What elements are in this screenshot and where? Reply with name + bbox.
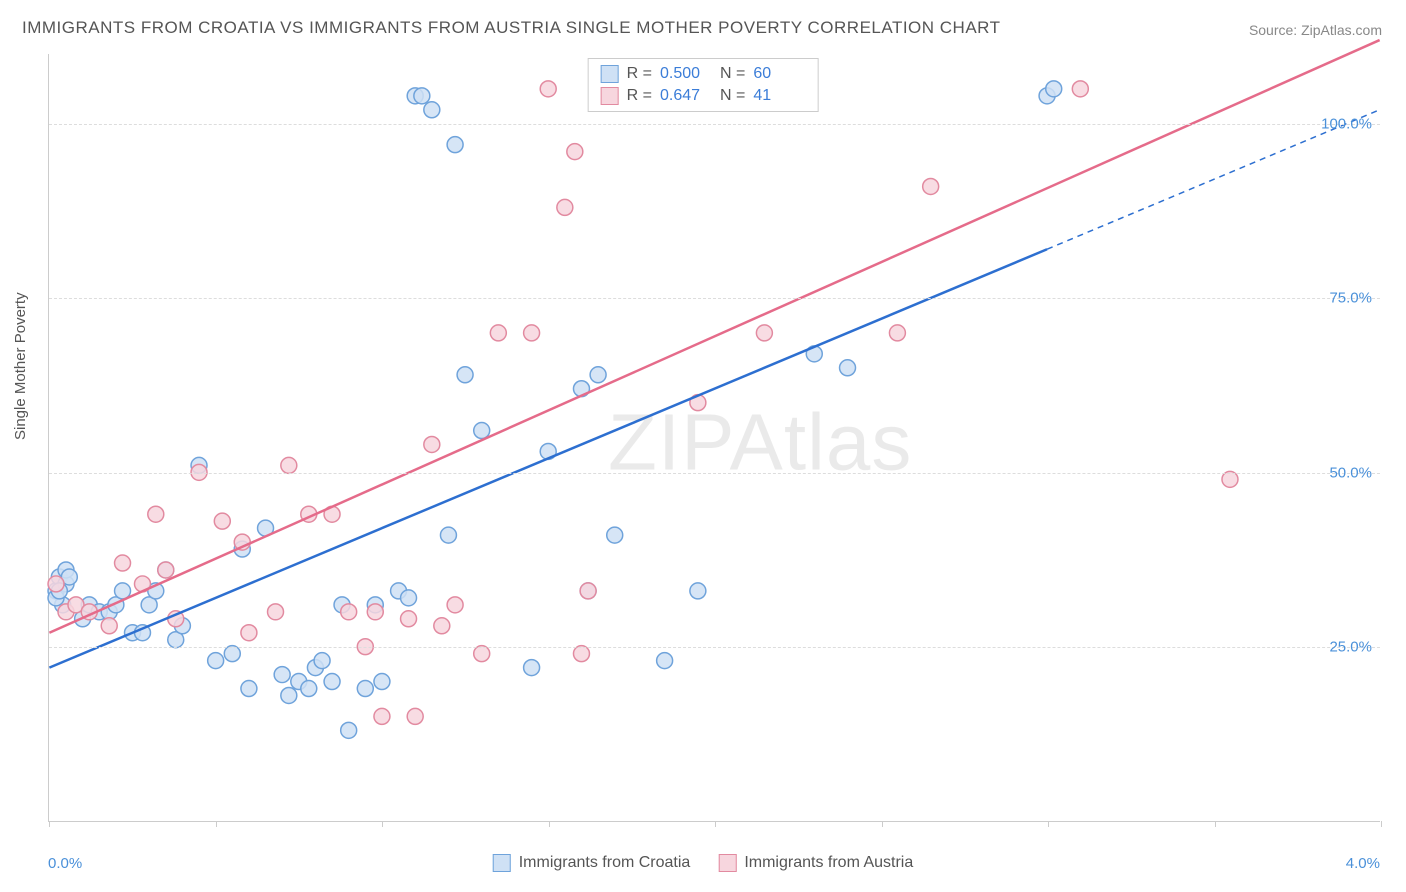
legend-correlation-row: R = 0.647 N = 41 xyxy=(601,85,806,107)
scatter-point xyxy=(401,590,417,606)
scatter-point xyxy=(424,102,440,118)
gridline xyxy=(49,473,1380,474)
x-tick xyxy=(549,821,550,827)
scatter-point xyxy=(281,457,297,473)
x-tick xyxy=(1048,821,1049,827)
scatter-point xyxy=(424,436,440,452)
scatter-point xyxy=(148,506,164,522)
scatter-point xyxy=(208,653,224,669)
scatter-point xyxy=(341,604,357,620)
scatter-point xyxy=(540,81,556,97)
scatter-point xyxy=(447,137,463,153)
scatter-point xyxy=(457,367,473,383)
scatter-point xyxy=(889,325,905,341)
scatter-point xyxy=(490,325,506,341)
scatter-point xyxy=(357,681,373,697)
x-tick xyxy=(216,821,217,827)
scatter-point xyxy=(524,660,540,676)
legend-n-label: N = xyxy=(720,65,745,83)
scatter-point xyxy=(241,625,257,641)
x-tick xyxy=(1381,821,1382,827)
scatter-point xyxy=(401,611,417,627)
scatter-point xyxy=(657,653,673,669)
y-axis-title: Single Mother Poverty xyxy=(12,292,29,440)
y-tick-label: 75.0% xyxy=(1329,290,1372,307)
x-tick xyxy=(715,821,716,827)
x-axis-min-label: 0.0% xyxy=(48,855,82,872)
scatter-point xyxy=(567,144,583,160)
scatter-point xyxy=(923,178,939,194)
legend-series-item: Immigrants from Croatia xyxy=(493,854,691,872)
chart-svg xyxy=(49,54,1380,821)
scatter-point xyxy=(580,583,596,599)
legend-series: Immigrants from Croatia Immigrants from … xyxy=(493,854,914,872)
x-tick xyxy=(49,821,50,827)
scatter-point xyxy=(690,583,706,599)
scatter-point xyxy=(414,88,430,104)
legend-n-value: 41 xyxy=(753,87,805,105)
scatter-point xyxy=(447,597,463,613)
scatter-point xyxy=(590,367,606,383)
legend-swatch xyxy=(718,854,736,872)
scatter-point xyxy=(324,674,340,690)
scatter-point xyxy=(374,674,390,690)
legend-n-label: N = xyxy=(720,87,745,105)
x-axis-max-label: 4.0% xyxy=(1346,855,1380,872)
scatter-point xyxy=(314,653,330,669)
scatter-point xyxy=(1046,81,1062,97)
scatter-point xyxy=(367,604,383,620)
legend-correlation-row: R = 0.500 N = 60 xyxy=(601,63,806,85)
legend-r-label: R = xyxy=(627,65,652,83)
scatter-point xyxy=(1072,81,1088,97)
scatter-point xyxy=(341,722,357,738)
scatter-point xyxy=(434,618,450,634)
legend-swatch xyxy=(601,65,619,83)
legend-r-label: R = xyxy=(627,87,652,105)
legend-correlation: R = 0.500 N = 60 R = 0.647 N = 41 xyxy=(588,58,819,112)
legend-swatch xyxy=(601,87,619,105)
scatter-point xyxy=(158,562,174,578)
scatter-point xyxy=(524,325,540,341)
scatter-point xyxy=(301,681,317,697)
scatter-point xyxy=(840,360,856,376)
y-tick-label: 50.0% xyxy=(1329,464,1372,481)
y-tick-label: 100.0% xyxy=(1321,115,1372,132)
scatter-point xyxy=(274,667,290,683)
plot-area: ZIPAtlas 25.0%50.0%75.0%100.0% xyxy=(48,54,1380,822)
legend-r-value: 0.647 xyxy=(660,87,712,105)
scatter-point xyxy=(607,527,623,543)
x-tick xyxy=(1215,821,1216,827)
trend-line xyxy=(49,40,1379,633)
scatter-point xyxy=(281,688,297,704)
chart-source: Source: ZipAtlas.com xyxy=(1249,22,1382,38)
legend-series-label: Immigrants from Croatia xyxy=(519,854,691,872)
scatter-point xyxy=(214,513,230,529)
scatter-point xyxy=(557,199,573,215)
scatter-point xyxy=(756,325,772,341)
chart-title: IMMIGRANTS FROM CROATIA VS IMMIGRANTS FR… xyxy=(22,18,1001,38)
x-tick xyxy=(382,821,383,827)
gridline xyxy=(49,124,1380,125)
scatter-point xyxy=(48,576,64,592)
scatter-point xyxy=(115,555,131,571)
legend-series-item: Immigrants from Austria xyxy=(718,854,913,872)
scatter-point xyxy=(101,618,117,634)
legend-swatch xyxy=(493,854,511,872)
gridline xyxy=(49,647,1380,648)
scatter-point xyxy=(241,681,257,697)
scatter-point xyxy=(374,708,390,724)
x-tick xyxy=(882,821,883,827)
legend-r-value: 0.500 xyxy=(660,65,712,83)
y-tick-label: 25.0% xyxy=(1329,639,1372,656)
scatter-point xyxy=(268,604,284,620)
scatter-point xyxy=(440,527,456,543)
scatter-point xyxy=(407,708,423,724)
legend-series-label: Immigrants from Austria xyxy=(744,854,913,872)
gridline xyxy=(49,298,1380,299)
scatter-point xyxy=(474,423,490,439)
legend-n-value: 60 xyxy=(753,65,805,83)
